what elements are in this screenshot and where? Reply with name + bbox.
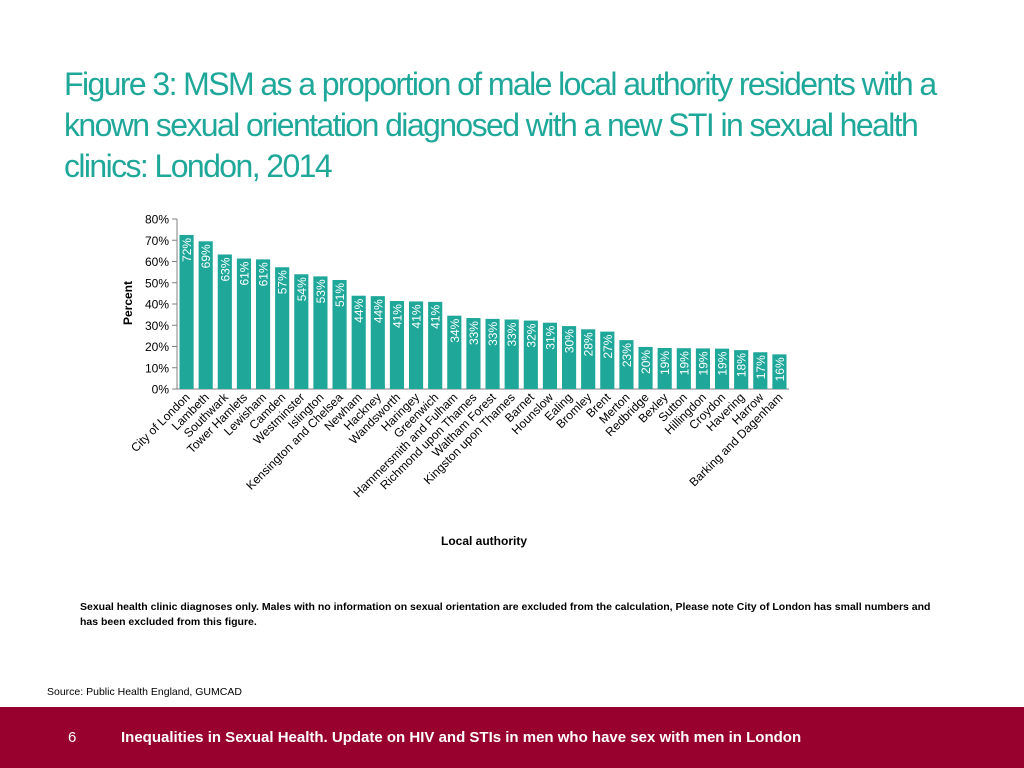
y-tick-label: 30% [145,319,169,333]
bar [485,318,500,389]
data-label: 18% [735,353,749,377]
bar [734,350,749,389]
y-tick-label: 60% [145,255,169,269]
bar [581,329,596,389]
data-label: 69% [199,244,213,268]
data-label: 41% [429,305,443,329]
slide-title: Figure 3: MSM as a proportion of male lo… [64,66,937,184]
data-label: 28% [582,332,596,356]
footer-bar: 6 Inequalities in Sexual Health. Update … [0,707,1024,768]
data-label: 16% [773,357,787,381]
bar [638,346,653,389]
data-label: 63% [218,257,232,281]
footnote: Sexual health clinic diagnoses only. Mal… [80,601,931,628]
data-label: 33% [505,322,519,346]
data-label: 17% [754,355,768,379]
bar [428,301,443,389]
bar [695,348,711,389]
data-label: 41% [410,304,424,328]
bar [600,331,615,389]
bar-series [179,234,787,389]
y-tick-label: 0% [152,383,170,397]
data-label: 19% [658,351,672,375]
bar [447,315,462,389]
bar [408,301,424,389]
bar [313,276,328,389]
bar [332,279,347,389]
data-label: 34% [448,318,462,342]
bar [504,319,519,389]
data-labels: 72% 69% 63% 61% 61% 57% 54% 53% 51% 44% 44% 41% 41% 4… [180,238,787,382]
y-tick-label: 20% [145,340,169,354]
y-tick-label: 50% [145,276,169,290]
data-label: 33% [467,321,481,345]
data-label: 51% [333,283,347,307]
bar [561,326,577,389]
bar [772,354,787,389]
data-label: 54% [295,277,309,301]
bar [657,347,672,389]
data-label: 44% [352,298,366,322]
bar [255,259,271,389]
data-label: 72% [180,238,194,262]
y-tick-label: 10% [145,361,169,375]
bar [370,296,385,389]
bar-chart: 0% 10% 20% 30% 40% 50% 60% 70% 80% 72% 69% 63% 61% 6… [121,213,789,548]
bar [466,318,481,389]
bar [542,322,558,389]
page-number: 6 [68,729,77,746]
bar [198,241,213,389]
data-label: 32% [524,323,538,347]
bar [619,340,634,389]
y-tick-label: 80% [145,213,169,227]
data-label: 53% [314,279,328,303]
data-label: 31% [543,325,557,349]
bar [294,274,309,389]
data-label: 61% [257,262,271,286]
source-note: Source: Public Health England, GUMCAD [47,686,242,698]
bar [275,267,290,389]
data-label: 19% [696,351,710,375]
y-axis-title: Percent [121,281,135,325]
data-label: 61% [237,261,251,285]
bar [217,254,232,389]
y-tick-label: 40% [145,298,169,312]
bar [236,258,252,389]
data-label: 33% [486,322,500,346]
data-label: 44% [371,299,385,323]
y-tick-label: 70% [145,234,169,248]
data-label: 19% [677,351,691,375]
bar [179,234,194,389]
bar [753,352,768,389]
data-label: 23% [620,343,634,367]
bar [523,320,538,389]
footer-text: Inequalities in Sexual Health. Update on… [121,729,802,746]
x-axis-title: Local authority [441,534,527,548]
y-axis: 0% 10% 20% 30% 40% 50% 60% 70% 80% [145,213,178,397]
data-label: 57% [276,270,290,294]
bar [389,301,405,389]
data-label: 27% [601,334,615,358]
bar [676,348,691,389]
data-label: 19% [716,351,730,375]
data-label: 41% [390,304,404,328]
bar [714,348,730,389]
data-label: 20% [639,350,653,374]
data-label: 30% [563,329,577,353]
bar [351,295,366,389]
